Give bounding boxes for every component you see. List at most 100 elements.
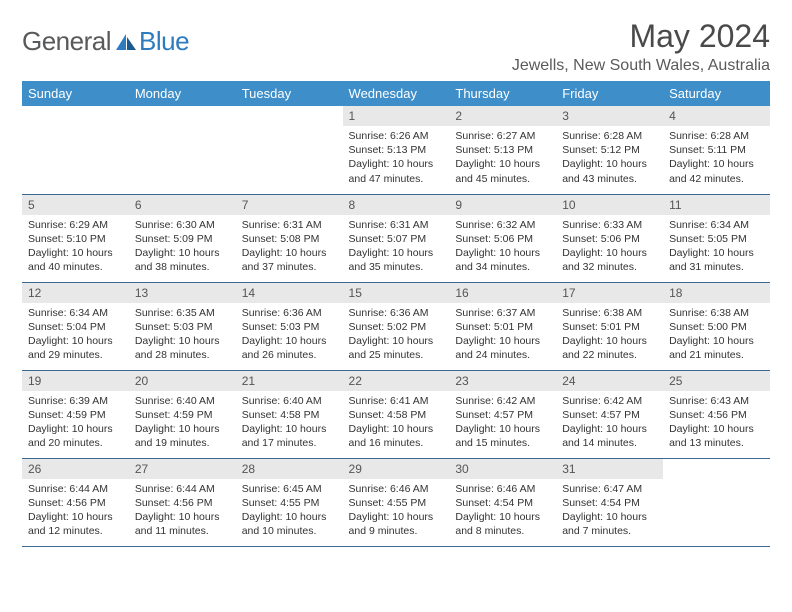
day-cell: 30Sunrise: 6:46 AMSunset: 4:54 PMDayligh… [449, 458, 556, 546]
day-data: Sunrise: 6:26 AMSunset: 5:13 PMDaylight:… [343, 126, 450, 188]
day-data: Sunrise: 6:31 AMSunset: 5:07 PMDaylight:… [343, 215, 450, 277]
title-block: May 2024 Jewells, New South Wales, Austr… [512, 18, 770, 75]
day-number: 4 [663, 106, 770, 126]
day-cell: 28Sunrise: 6:45 AMSunset: 4:55 PMDayligh… [236, 458, 343, 546]
day-number: 3 [556, 106, 663, 126]
day-cell: 18Sunrise: 6:38 AMSunset: 5:00 PMDayligh… [663, 282, 770, 370]
day-cell: 17Sunrise: 6:38 AMSunset: 5:01 PMDayligh… [556, 282, 663, 370]
day-number: 31 [556, 459, 663, 479]
empty-cell [129, 106, 236, 194]
day-data: Sunrise: 6:33 AMSunset: 5:06 PMDaylight:… [556, 215, 663, 277]
day-cell: 8Sunrise: 6:31 AMSunset: 5:07 PMDaylight… [343, 194, 450, 282]
day-cell: 23Sunrise: 6:42 AMSunset: 4:57 PMDayligh… [449, 370, 556, 458]
day-data: Sunrise: 6:41 AMSunset: 4:58 PMDaylight:… [343, 391, 450, 453]
day-number: 16 [449, 283, 556, 303]
day-data: Sunrise: 6:29 AMSunset: 5:10 PMDaylight:… [22, 215, 129, 277]
day-header-wednesday: Wednesday [343, 81, 450, 106]
day-data: Sunrise: 6:34 AMSunset: 5:05 PMDaylight:… [663, 215, 770, 277]
day-cell: 22Sunrise: 6:41 AMSunset: 4:58 PMDayligh… [343, 370, 450, 458]
day-data: Sunrise: 6:27 AMSunset: 5:13 PMDaylight:… [449, 126, 556, 188]
day-data: Sunrise: 6:36 AMSunset: 5:02 PMDaylight:… [343, 303, 450, 365]
day-header-saturday: Saturday [663, 81, 770, 106]
day-data: Sunrise: 6:42 AMSunset: 4:57 PMDaylight:… [556, 391, 663, 453]
location-text: Jewells, New South Wales, Australia [512, 57, 770, 75]
day-data: Sunrise: 6:43 AMSunset: 4:56 PMDaylight:… [663, 391, 770, 453]
calendar-table: SundayMondayTuesdayWednesdayThursdayFrid… [22, 81, 770, 547]
day-data: Sunrise: 6:46 AMSunset: 4:55 PMDaylight:… [343, 479, 450, 541]
day-number: 21 [236, 371, 343, 391]
day-number: 14 [236, 283, 343, 303]
empty-cell [22, 106, 129, 194]
day-number: 5 [22, 195, 129, 215]
day-number: 10 [556, 195, 663, 215]
day-number: 6 [129, 195, 236, 215]
week-row: 5Sunrise: 6:29 AMSunset: 5:10 PMDaylight… [22, 194, 770, 282]
day-data: Sunrise: 6:28 AMSunset: 5:12 PMDaylight:… [556, 126, 663, 188]
day-number: 25 [663, 371, 770, 391]
day-data: Sunrise: 6:39 AMSunset: 4:59 PMDaylight:… [22, 391, 129, 453]
day-data: Sunrise: 6:47 AMSunset: 4:54 PMDaylight:… [556, 479, 663, 541]
day-number: 11 [663, 195, 770, 215]
day-header-thursday: Thursday [449, 81, 556, 106]
day-cell: 21Sunrise: 6:40 AMSunset: 4:58 PMDayligh… [236, 370, 343, 458]
day-number: 17 [556, 283, 663, 303]
day-cell: 1Sunrise: 6:26 AMSunset: 5:13 PMDaylight… [343, 106, 450, 194]
week-row: 12Sunrise: 6:34 AMSunset: 5:04 PMDayligh… [22, 282, 770, 370]
day-number: 22 [343, 371, 450, 391]
day-cell: 9Sunrise: 6:32 AMSunset: 5:06 PMDaylight… [449, 194, 556, 282]
day-cell: 7Sunrise: 6:31 AMSunset: 5:08 PMDaylight… [236, 194, 343, 282]
day-data: Sunrise: 6:44 AMSunset: 4:56 PMDaylight:… [22, 479, 129, 541]
calendar-page: General Blue May 2024 Jewells, New South… [0, 0, 792, 547]
day-number: 13 [129, 283, 236, 303]
day-data: Sunrise: 6:46 AMSunset: 4:54 PMDaylight:… [449, 479, 556, 541]
day-data: Sunrise: 6:36 AMSunset: 5:03 PMDaylight:… [236, 303, 343, 365]
day-data: Sunrise: 6:38 AMSunset: 5:00 PMDaylight:… [663, 303, 770, 365]
day-cell: 24Sunrise: 6:42 AMSunset: 4:57 PMDayligh… [556, 370, 663, 458]
logo: General Blue [22, 18, 189, 57]
day-number: 27 [129, 459, 236, 479]
logo-text-general: General [22, 26, 111, 57]
day-data: Sunrise: 6:34 AMSunset: 5:04 PMDaylight:… [22, 303, 129, 365]
day-number: 24 [556, 371, 663, 391]
day-cell: 31Sunrise: 6:47 AMSunset: 4:54 PMDayligh… [556, 458, 663, 546]
day-data: Sunrise: 6:31 AMSunset: 5:08 PMDaylight:… [236, 215, 343, 277]
week-row: 26Sunrise: 6:44 AMSunset: 4:56 PMDayligh… [22, 458, 770, 546]
day-cell: 12Sunrise: 6:34 AMSunset: 5:04 PMDayligh… [22, 282, 129, 370]
day-number: 2 [449, 106, 556, 126]
day-cell: 29Sunrise: 6:46 AMSunset: 4:55 PMDayligh… [343, 458, 450, 546]
day-number: 15 [343, 283, 450, 303]
day-cell: 25Sunrise: 6:43 AMSunset: 4:56 PMDayligh… [663, 370, 770, 458]
day-number: 12 [22, 283, 129, 303]
day-data: Sunrise: 6:35 AMSunset: 5:03 PMDaylight:… [129, 303, 236, 365]
day-number: 20 [129, 371, 236, 391]
day-header-monday: Monday [129, 81, 236, 106]
day-cell: 4Sunrise: 6:28 AMSunset: 5:11 PMDaylight… [663, 106, 770, 194]
day-data: Sunrise: 6:28 AMSunset: 5:11 PMDaylight:… [663, 126, 770, 188]
day-data: Sunrise: 6:44 AMSunset: 4:56 PMDaylight:… [129, 479, 236, 541]
day-cell: 13Sunrise: 6:35 AMSunset: 5:03 PMDayligh… [129, 282, 236, 370]
week-row: 1Sunrise: 6:26 AMSunset: 5:13 PMDaylight… [22, 106, 770, 194]
day-cell: 3Sunrise: 6:28 AMSunset: 5:12 PMDaylight… [556, 106, 663, 194]
day-header-sunday: Sunday [22, 81, 129, 106]
day-data: Sunrise: 6:32 AMSunset: 5:06 PMDaylight:… [449, 215, 556, 277]
day-number: 8 [343, 195, 450, 215]
day-cell: 11Sunrise: 6:34 AMSunset: 5:05 PMDayligh… [663, 194, 770, 282]
day-number: 1 [343, 106, 450, 126]
empty-cell [236, 106, 343, 194]
day-data: Sunrise: 6:45 AMSunset: 4:55 PMDaylight:… [236, 479, 343, 541]
day-data: Sunrise: 6:40 AMSunset: 4:59 PMDaylight:… [129, 391, 236, 453]
day-number: 28 [236, 459, 343, 479]
day-data: Sunrise: 6:30 AMSunset: 5:09 PMDaylight:… [129, 215, 236, 277]
logo-sail-icon [115, 33, 137, 51]
day-number: 30 [449, 459, 556, 479]
day-cell: 10Sunrise: 6:33 AMSunset: 5:06 PMDayligh… [556, 194, 663, 282]
month-title: May 2024 [512, 18, 770, 55]
day-data: Sunrise: 6:37 AMSunset: 5:01 PMDaylight:… [449, 303, 556, 365]
week-row: 19Sunrise: 6:39 AMSunset: 4:59 PMDayligh… [22, 370, 770, 458]
day-header-row: SundayMondayTuesdayWednesdayThursdayFrid… [22, 81, 770, 106]
day-number: 7 [236, 195, 343, 215]
empty-cell [663, 458, 770, 546]
day-cell: 6Sunrise: 6:30 AMSunset: 5:09 PMDaylight… [129, 194, 236, 282]
day-cell: 5Sunrise: 6:29 AMSunset: 5:10 PMDaylight… [22, 194, 129, 282]
logo-text-blue: Blue [139, 26, 189, 57]
